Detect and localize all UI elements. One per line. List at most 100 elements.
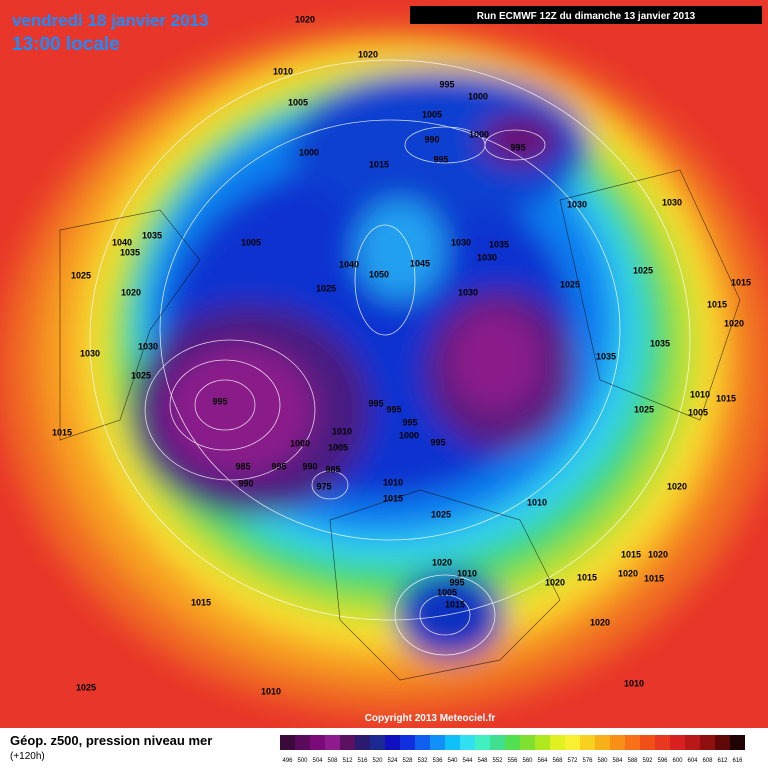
- isobar-label: 1040: [112, 237, 132, 247]
- isobar-label: 985: [235, 461, 250, 471]
- legend-label: 532: [417, 758, 428, 764]
- isobar-label: 1025: [316, 283, 336, 293]
- isobar-label: 1015: [191, 597, 211, 607]
- isobar-label: 1025: [634, 404, 654, 414]
- isobar-label: 1015: [707, 299, 727, 309]
- isobar-label: 995: [271, 461, 286, 471]
- isobar-label: 990: [424, 134, 439, 144]
- isobar-label: 990: [238, 478, 253, 488]
- legend-swatch: [700, 735, 715, 750]
- copyright: Copyright 2013 Meteociel.fr: [365, 713, 496, 724]
- legend-swatch: [640, 735, 655, 750]
- isobar-label: 1020: [724, 318, 744, 328]
- isobar-label: 1015: [383, 493, 403, 503]
- isobar-label: 1015: [369, 159, 389, 169]
- legend-swatch: [535, 735, 550, 750]
- legend-swatch: [730, 735, 745, 750]
- legend-label: 596: [657, 758, 668, 764]
- isobar-label: 1010: [457, 568, 477, 578]
- legend-swatch: [565, 735, 580, 750]
- legend-label: 600: [672, 758, 683, 764]
- isobar-label: 995: [368, 398, 383, 408]
- isobar-label: 1020: [121, 287, 141, 297]
- isobar-label: 1000: [468, 91, 488, 101]
- isobar-label: 1005: [422, 109, 442, 119]
- isobar-label: 1030: [80, 348, 100, 358]
- legend-swatch: [310, 735, 325, 750]
- legend-swatch: [325, 735, 340, 750]
- legend-label: 572: [567, 758, 578, 764]
- isobar-labels: 1020102010109951000100510051000990995995…: [52, 14, 751, 696]
- isobar-label: 1015: [52, 427, 72, 437]
- isobar-label: 1020: [590, 617, 610, 627]
- isobar-label: 1035: [596, 351, 616, 361]
- legend-swatch: [685, 735, 700, 750]
- isobar-label: 1000: [469, 129, 489, 139]
- legend-swatch: [460, 735, 475, 750]
- isobar-label: 1020: [648, 549, 668, 559]
- legend-label: 568: [552, 758, 563, 764]
- isobar-label: 995: [386, 404, 401, 414]
- isobar-label: 1030: [567, 199, 587, 209]
- legend-label: 524: [387, 758, 398, 764]
- color-legend: 496 500 504 508 512 516 520 524 528 532 536 540 544 5…: [280, 735, 745, 764]
- legend-label: 604: [687, 758, 698, 764]
- legend-swatch: [610, 735, 625, 750]
- isobar-label: 1010: [527, 497, 547, 507]
- legend-label: 564: [537, 758, 548, 764]
- legend-swatch: [445, 735, 460, 750]
- isobar-label: 1030: [451, 237, 471, 247]
- isobar-label: 1010: [332, 426, 352, 436]
- legend-label: 496: [282, 758, 293, 764]
- isobar-label: 1020: [358, 49, 378, 59]
- field-name: Géop. z500, pression niveau mer: [10, 733, 212, 748]
- isobar-label: 1035: [489, 239, 509, 249]
- legend-label: 528: [402, 758, 413, 764]
- isobar-label: 995: [449, 577, 464, 587]
- legend-label: 560: [522, 758, 533, 764]
- isobar-label: 1020: [295, 14, 315, 24]
- time-title: 13:00 locale: [12, 34, 120, 55]
- legend-label: 592: [642, 758, 653, 764]
- legend-swatch: [400, 735, 415, 750]
- legend-swatch: [280, 735, 295, 750]
- legend-label: 608: [702, 758, 713, 764]
- legend-swatch: [490, 735, 505, 750]
- isobar-label: 990: [302, 461, 317, 471]
- legend-swatch: [580, 735, 595, 750]
- legend-swatch: [520, 735, 535, 750]
- legend-label: 540: [447, 758, 458, 764]
- legend-swatch: [625, 735, 640, 750]
- isobar-label: 1015: [644, 573, 664, 583]
- legend-label: 536: [432, 758, 443, 764]
- isobar-label: 1015: [621, 549, 641, 559]
- legend-label: 552: [492, 758, 503, 764]
- legend-label: 520: [372, 758, 383, 764]
- isobar-label: 1005: [688, 407, 708, 417]
- legend-label: 516: [357, 758, 368, 764]
- isobar-label: 1025: [71, 270, 91, 280]
- isobar-label: 1050: [369, 269, 389, 279]
- legend-swatch: [385, 735, 400, 750]
- legend-swatch: [475, 735, 490, 750]
- legend-label: 580: [597, 758, 608, 764]
- legend-label: 576: [582, 758, 593, 764]
- isobar-label: 1010: [261, 686, 281, 696]
- isobar-label: 985: [325, 464, 340, 474]
- isobar-label: 1015: [445, 599, 465, 609]
- isobar-label: 1005: [328, 442, 348, 452]
- isobar-label: 1035: [142, 230, 162, 240]
- legend-swatch: [430, 735, 445, 750]
- isobar-label: 1010: [383, 477, 403, 487]
- isobar-label: 1015: [716, 393, 736, 403]
- legend-label: 512: [342, 758, 353, 764]
- run-box: [410, 6, 762, 24]
- legend-label: 548: [477, 758, 488, 764]
- isobar-label: 1030: [477, 252, 497, 262]
- isobar-label: 995: [402, 417, 417, 427]
- legend-swatch: [655, 735, 670, 750]
- legend-label: 556: [507, 758, 518, 764]
- isobar-label: 1040: [339, 259, 359, 269]
- legend-swatch: [415, 735, 430, 750]
